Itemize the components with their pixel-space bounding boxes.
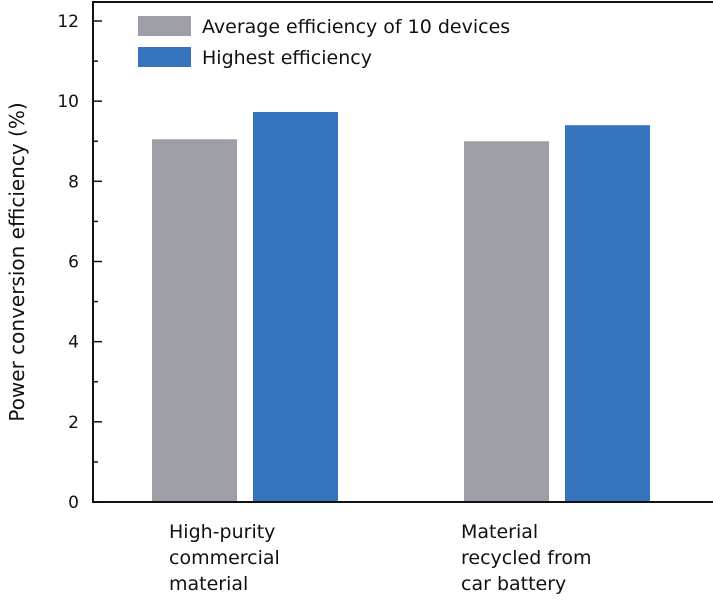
y-tick-label: 2 <box>68 413 79 433</box>
x-category-label: Material <box>461 521 538 543</box>
y-axis-label: Power conversion efficiency (%) <box>5 102 29 421</box>
x-category-label: commercial <box>169 547 280 569</box>
y-tick-label: 10 <box>57 92 79 112</box>
bars-group <box>152 111 650 502</box>
legend-label: Average efficiency of 10 devices <box>202 16 510 38</box>
bar-highest-2 <box>565 125 650 502</box>
category-labels: High-purity commercial material Material rec… <box>169 521 592 595</box>
x-category-label: car battery <box>461 573 566 595</box>
bar-average-1 <box>152 139 237 502</box>
legend-swatch <box>138 47 191 67</box>
y-tick-label: 6 <box>68 253 79 273</box>
y-ticks-group: 0 2 4 6 8 10 12 <box>57 12 102 513</box>
x-category-label: material <box>169 573 248 595</box>
legend-label: Highest efficiency <box>202 47 372 69</box>
y-tick-label: 4 <box>68 333 79 353</box>
legend: Average efficiency of 10 devices Highest … <box>138 16 510 69</box>
bar-highest-1 <box>253 111 338 502</box>
y-tick-label: 8 <box>68 172 79 192</box>
x-category-label: recycled from <box>461 547 592 569</box>
x-category-label: High-purity <box>169 521 275 543</box>
axes-group <box>92 1 713 503</box>
bar-average-2 <box>464 141 549 502</box>
y-tick-label: 0 <box>68 493 79 513</box>
legend-swatch <box>138 16 191 36</box>
y-tick-label: 12 <box>57 12 79 32</box>
